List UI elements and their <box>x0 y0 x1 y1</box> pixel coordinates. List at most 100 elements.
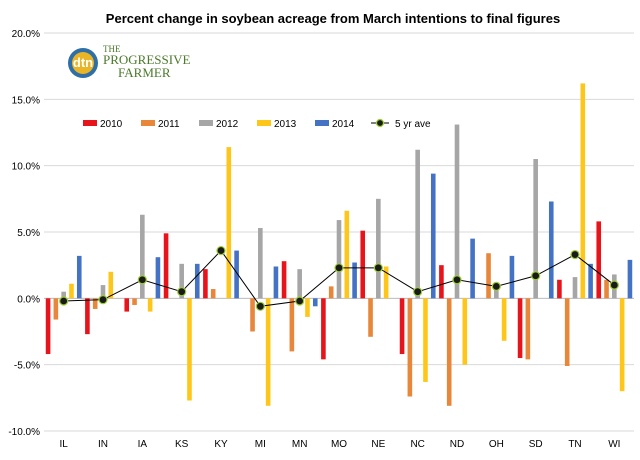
avg-point-MI <box>255 301 265 311</box>
x-tick-label: KY <box>214 439 228 450</box>
legend-swatch-5yr-marker <box>375 118 385 128</box>
bar-2014-SD <box>548 201 554 299</box>
avg-point-NE <box>373 263 383 273</box>
bar-2013-WI <box>619 298 625 392</box>
x-tick-label: MN <box>292 439 308 450</box>
bar-2013-MI <box>265 298 271 406</box>
bar-2013-MO <box>344 210 350 299</box>
bar-2011-IA <box>132 298 137 305</box>
avg-point-TN <box>570 249 580 260</box>
bar-2013-IL <box>69 283 74 299</box>
y-tick-label: 0.0% <box>17 294 40 305</box>
bar-2014-IL <box>76 255 82 299</box>
x-tick-label: NC <box>410 439 424 450</box>
bar-2014-ND <box>470 238 475 299</box>
bar-2010-SD <box>517 298 523 359</box>
bars <box>45 83 633 406</box>
legend-swatch-2010 <box>83 120 97 126</box>
y-tick-label: 10.0% <box>12 162 40 173</box>
x-tick-label: KS <box>175 439 189 450</box>
bar-2012-IN <box>100 285 106 299</box>
bar-2013-KY <box>226 147 232 299</box>
bar-2013-IN <box>108 271 114 299</box>
legend-swatch-2012 <box>199 120 213 126</box>
bar-2014-MO <box>352 262 357 299</box>
y-tick-label: -5.0% <box>14 361 40 372</box>
avg-point-IA <box>137 275 147 285</box>
bar-2013-IA <box>147 298 153 312</box>
logo-line1: THE <box>103 44 121 54</box>
bar-2014-KS <box>194 263 200 299</box>
five-year-average-line <box>59 245 619 311</box>
bar-2011-WI <box>604 279 609 299</box>
logo-line3: FARMER <box>118 65 171 80</box>
avg-point-MN <box>295 296 305 306</box>
bar-2010-WI <box>596 221 602 299</box>
bar-2012-KS <box>179 263 184 299</box>
x-tick-label: TN <box>568 439 581 450</box>
bar-2011-ND <box>446 298 452 406</box>
bar-2011-NC <box>407 298 413 397</box>
x-tick-label: IL <box>59 439 68 450</box>
bar-2012-TN <box>572 277 578 299</box>
bar-2013-NC <box>423 298 428 382</box>
bar-2011-IL <box>53 298 59 320</box>
x-tick-label: NE <box>371 439 385 450</box>
bar-2012-IL <box>61 291 66 299</box>
bar-2011-NE <box>368 298 373 337</box>
avg-point-SD <box>531 271 541 281</box>
x-tick-label: IA <box>138 439 148 450</box>
bar-2010-TN <box>557 279 562 299</box>
bar-2010-KS <box>163 233 169 299</box>
bar-2012-MI <box>258 228 263 299</box>
logo-line2: PROGRESSIVE <box>103 52 190 67</box>
bar-2014-KY <box>234 250 239 299</box>
bar-2012-IA <box>140 214 145 299</box>
bar-2012-MN <box>297 269 302 299</box>
bar-2014-TN <box>588 263 593 299</box>
legend-label-2012: 2012 <box>216 119 239 130</box>
bar-2013-ND <box>462 298 468 365</box>
x-tick-label: SD <box>529 439 543 450</box>
bar-2012-NC <box>415 149 420 299</box>
bar-2010-NE <box>360 230 366 299</box>
y-axis: 20.0% 15.0% 10.0% 5.0% 0.0% -5.0% -10.0% <box>8 29 40 438</box>
bar-2010-NC <box>399 298 405 355</box>
bar-2010-MO <box>321 298 326 360</box>
avg-point-KS <box>177 287 187 297</box>
x-tick-label: ND <box>450 439 464 450</box>
avg-point-KY <box>216 245 226 256</box>
logo-dtn-text: dtn <box>73 55 93 70</box>
y-tick-label: 15.0% <box>12 95 40 106</box>
bar-2013-NE <box>383 266 389 299</box>
x-tick-label: OH <box>489 439 504 450</box>
bar-2013-TN <box>580 83 586 299</box>
bar-2014-WI <box>627 259 633 299</box>
avg-point-ND <box>452 275 462 285</box>
bar-2014-OH <box>509 255 515 299</box>
avg-point-IL <box>59 296 69 306</box>
bar-2010-ND <box>439 265 444 299</box>
bar-2010-IA <box>124 298 130 312</box>
bar-2014-MI <box>273 266 279 299</box>
bar-2011-IN <box>92 298 98 309</box>
y-tick-label: -10.0% <box>8 427 40 438</box>
x-tick-label: WI <box>608 439 620 450</box>
bar-2012-NE <box>376 198 381 299</box>
bar-2010-IN <box>85 298 90 335</box>
bar-2010-MN <box>281 261 287 299</box>
legend-label-2011: 2011 <box>158 119 180 130</box>
avg-point-WI <box>609 280 619 290</box>
bar-2013-KS <box>187 298 192 401</box>
chart-title: Percent change in soybean acreage from M… <box>106 11 560 26</box>
legend: 2010 2011 2012 2013 2014 5 yr ave <box>83 118 431 130</box>
dtn-progressive-farmer-logo: dtn THE PROGRESSIVE FARMER <box>68 44 190 80</box>
bar-2011-TN <box>564 298 570 366</box>
legend-swatch-2014 <box>315 120 329 126</box>
bar-2010-IL <box>45 298 51 355</box>
legend-label-2014: 2014 <box>332 119 355 130</box>
x-axis: IL IN IA KS KY MI MN MO NE NC ND OH SD TN WI <box>59 439 620 450</box>
bar-2011-MN <box>289 298 295 352</box>
x-tick-label: MI <box>255 439 266 450</box>
